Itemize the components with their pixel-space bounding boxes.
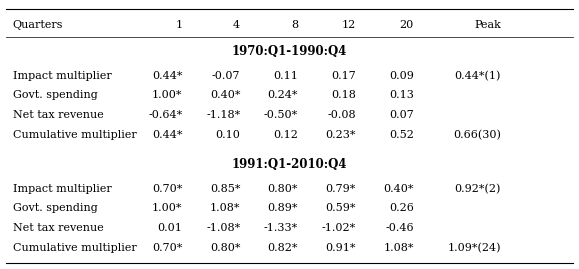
Text: 0.24*: 0.24* [267, 90, 298, 101]
Text: -0.07: -0.07 [212, 71, 240, 81]
Text: 0.91*: 0.91* [325, 243, 356, 253]
Text: 0.11: 0.11 [273, 71, 298, 81]
Text: 0.01: 0.01 [157, 223, 182, 233]
Text: 8: 8 [291, 20, 298, 30]
Text: 12: 12 [342, 20, 356, 30]
Text: Net tax revenue: Net tax revenue [13, 110, 104, 120]
Text: 0.52: 0.52 [389, 130, 414, 140]
Text: Quarters: Quarters [13, 20, 63, 30]
Text: 0.66(30): 0.66(30) [453, 130, 501, 140]
Text: 0.12: 0.12 [273, 130, 298, 140]
Text: Cumulative multiplier: Cumulative multiplier [13, 243, 137, 253]
Text: 0.82*: 0.82* [267, 243, 298, 253]
Text: 0.17: 0.17 [331, 71, 356, 81]
Text: 1.00*: 1.00* [152, 90, 182, 101]
Text: 0.40*: 0.40* [383, 184, 414, 194]
Text: 0.07: 0.07 [389, 110, 414, 120]
Text: 0.44*: 0.44* [152, 130, 182, 140]
Text: 1.08*: 1.08* [210, 203, 240, 214]
Text: 0.85*: 0.85* [210, 184, 240, 194]
Text: 0.10: 0.10 [215, 130, 240, 140]
Text: 0.40*: 0.40* [210, 90, 240, 101]
Text: Govt. spending: Govt. spending [13, 90, 97, 101]
Text: -1.08*: -1.08* [206, 223, 240, 233]
Text: 0.89*: 0.89* [267, 203, 298, 214]
Text: Peak: Peak [474, 20, 501, 30]
Text: 0.09: 0.09 [389, 71, 414, 81]
Text: 0.70*: 0.70* [152, 243, 182, 253]
Text: 0.80*: 0.80* [210, 243, 240, 253]
Text: 0.18: 0.18 [331, 90, 356, 101]
Text: -0.46: -0.46 [386, 223, 414, 233]
Text: -0.64*: -0.64* [148, 110, 182, 120]
Text: 0.79*: 0.79* [326, 184, 356, 194]
Text: 0.23*: 0.23* [325, 130, 356, 140]
Text: 20: 20 [400, 20, 414, 30]
Text: 4: 4 [233, 20, 240, 30]
Text: 1970:Q1-1990:Q4: 1970:Q1-1990:Q4 [232, 45, 347, 58]
Text: -1.18*: -1.18* [206, 110, 240, 120]
Text: -1.02*: -1.02* [322, 223, 356, 233]
Text: 0.92*(2): 0.92*(2) [455, 184, 501, 194]
Text: Impact multiplier: Impact multiplier [13, 184, 112, 194]
Text: 1: 1 [175, 20, 182, 30]
Text: 1991:Q1-2010:Q4: 1991:Q1-2010:Q4 [232, 158, 347, 171]
Text: 0.26: 0.26 [389, 203, 414, 214]
Text: -1.33*: -1.33* [264, 223, 298, 233]
Text: 0.44*: 0.44* [152, 71, 182, 81]
Text: 0.80*: 0.80* [267, 184, 298, 194]
Text: 1.09*(24): 1.09*(24) [448, 243, 501, 253]
Text: Cumulative multiplier: Cumulative multiplier [13, 130, 137, 140]
Text: 1.00*: 1.00* [152, 203, 182, 214]
Text: 0.44*(1): 0.44*(1) [455, 71, 501, 81]
Text: Govt. spending: Govt. spending [13, 203, 97, 214]
Text: 0.70*: 0.70* [152, 184, 182, 194]
Text: 0.59*: 0.59* [325, 203, 356, 214]
Text: 0.13: 0.13 [389, 90, 414, 101]
Text: -0.08: -0.08 [328, 110, 356, 120]
Text: -0.50*: -0.50* [264, 110, 298, 120]
Text: 1.08*: 1.08* [383, 243, 414, 253]
Text: Impact multiplier: Impact multiplier [13, 71, 112, 81]
Text: Net tax revenue: Net tax revenue [13, 223, 104, 233]
